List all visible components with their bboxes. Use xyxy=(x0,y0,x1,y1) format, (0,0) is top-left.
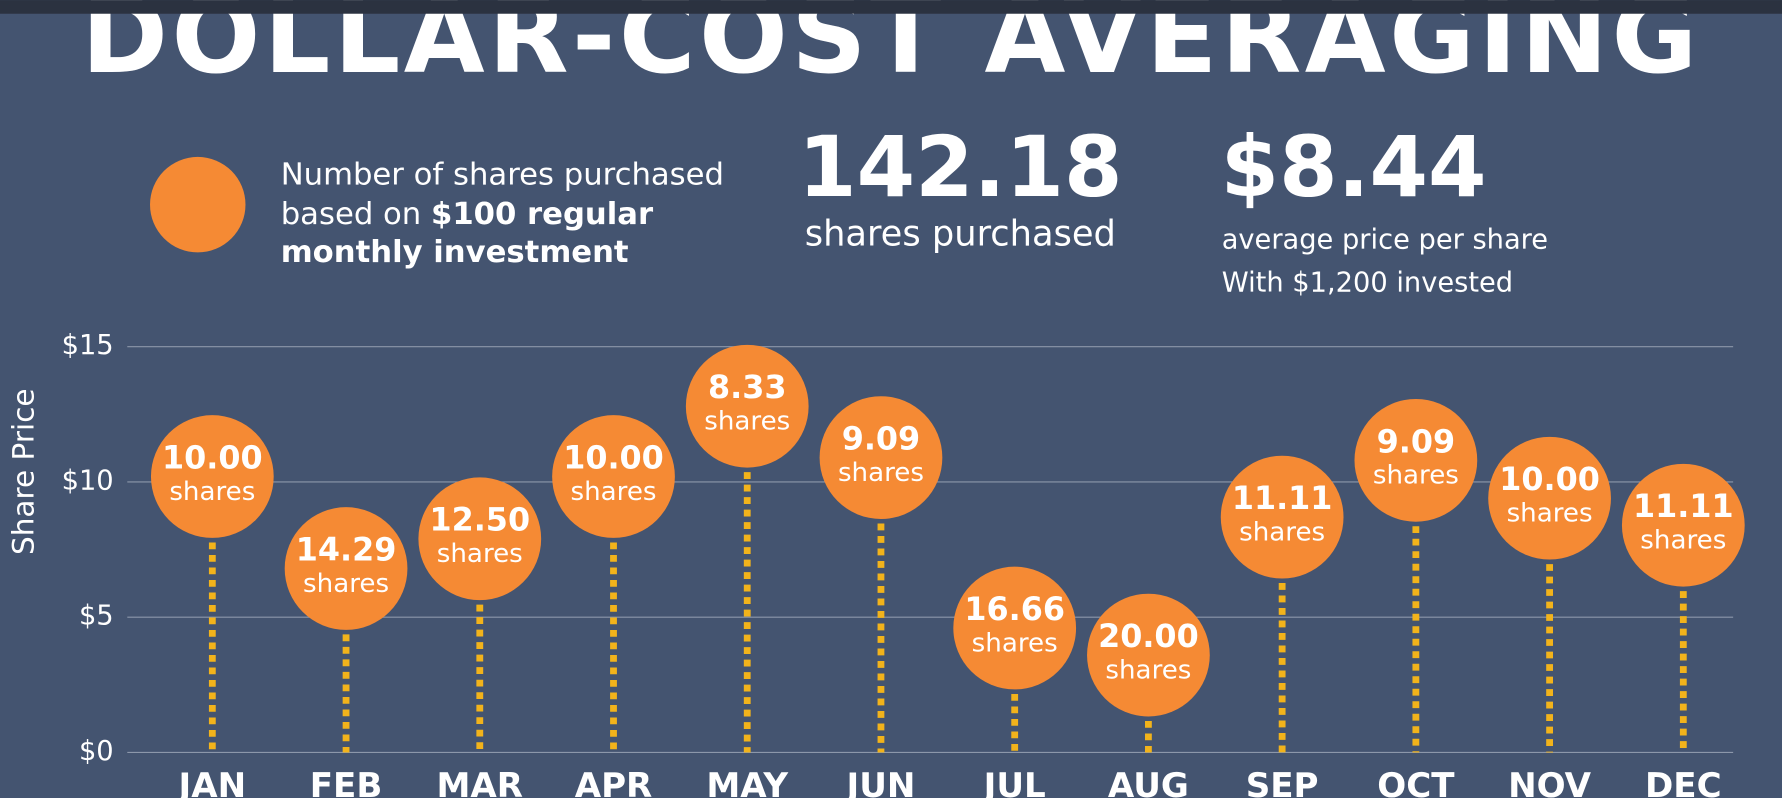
shares-value: 11.11 xyxy=(1633,487,1734,525)
shares-value: 10.00 xyxy=(563,439,664,477)
bubble xyxy=(552,415,675,538)
legend-swatch xyxy=(150,156,246,253)
y-tick-label: $15 xyxy=(62,330,114,361)
legend-text: based on xyxy=(281,196,422,231)
bubble xyxy=(284,507,408,630)
y-tick-label: $0 xyxy=(79,736,114,767)
x-tick-label: MAY xyxy=(706,766,789,798)
x-tick-label: DEC xyxy=(1645,766,1722,798)
shares-unit: shares xyxy=(1239,518,1325,548)
shares-value: 10.00 xyxy=(162,439,263,477)
shares-unit: shares xyxy=(570,477,656,507)
bubble xyxy=(418,477,542,601)
shares-unit: shares xyxy=(437,539,523,569)
stat-value: 142.18 xyxy=(798,118,1122,216)
y-tick-label: $5 xyxy=(79,601,114,632)
shares-unit: shares xyxy=(1507,499,1593,529)
shares-value: 9.09 xyxy=(842,420,920,458)
y-tick-label: $10 xyxy=(62,465,114,496)
x-tick-label: MAR xyxy=(437,766,524,798)
x-tick-label: NOV xyxy=(1508,766,1592,798)
bubble xyxy=(819,396,943,519)
shares-unit: shares xyxy=(1640,526,1726,556)
shares-unit: shares xyxy=(303,569,389,599)
x-tick-label: JAN xyxy=(177,766,247,798)
legend-text-bold: monthly investment xyxy=(281,235,629,270)
x-tick-label: FEB xyxy=(310,766,383,798)
legend-text: based on $100 regular xyxy=(281,196,654,231)
x-tick-label: JUN xyxy=(845,766,916,798)
x-tick-label: OCT xyxy=(1377,766,1455,798)
x-tick-label: JUL xyxy=(982,766,1046,798)
bubble xyxy=(150,415,274,538)
top-bar xyxy=(0,0,1782,14)
bubble xyxy=(1621,463,1745,587)
shares-value: 9.09 xyxy=(1377,422,1456,460)
bubble xyxy=(1488,436,1611,560)
bubble xyxy=(953,566,1077,690)
legend-text-bold: $100 regular xyxy=(431,196,654,231)
shares-value: 10.00 xyxy=(1499,460,1600,498)
shares-value: 8.33 xyxy=(708,368,787,406)
shares-value: 12.50 xyxy=(429,501,530,539)
bubble xyxy=(685,344,809,468)
stat-value: $8.44 xyxy=(1221,118,1487,216)
bubble xyxy=(1087,593,1210,717)
shares-unit: shares xyxy=(838,458,924,488)
shares-value: 16.66 xyxy=(964,590,1065,628)
x-tick-label: SEP xyxy=(1246,766,1319,798)
shares-unit: shares xyxy=(1105,655,1191,685)
stat-label: average price per share xyxy=(1222,225,1548,256)
chart-title: DOLLAR-COST AVERAGING xyxy=(81,0,1700,97)
shares-value: 11.11 xyxy=(1232,479,1333,517)
shares-unit: shares xyxy=(972,628,1058,658)
shares-unit: shares xyxy=(169,477,255,507)
shares-value: 20.00 xyxy=(1098,617,1199,655)
bubble xyxy=(1354,398,1478,522)
stat-note: With $1,200 invested xyxy=(1222,268,1513,299)
shares-value: 14.29 xyxy=(296,530,397,568)
shares-unit: shares xyxy=(1373,461,1459,491)
x-tick-label: APR xyxy=(575,766,653,798)
shares-unit: shares xyxy=(704,407,790,437)
legend-text: Number of shares purchased xyxy=(281,158,724,193)
y-axis-label: Share Price xyxy=(7,388,41,555)
x-tick-label: AUG xyxy=(1108,766,1189,798)
bubble xyxy=(1220,455,1344,579)
stat-label: shares purchased xyxy=(805,213,1116,254)
